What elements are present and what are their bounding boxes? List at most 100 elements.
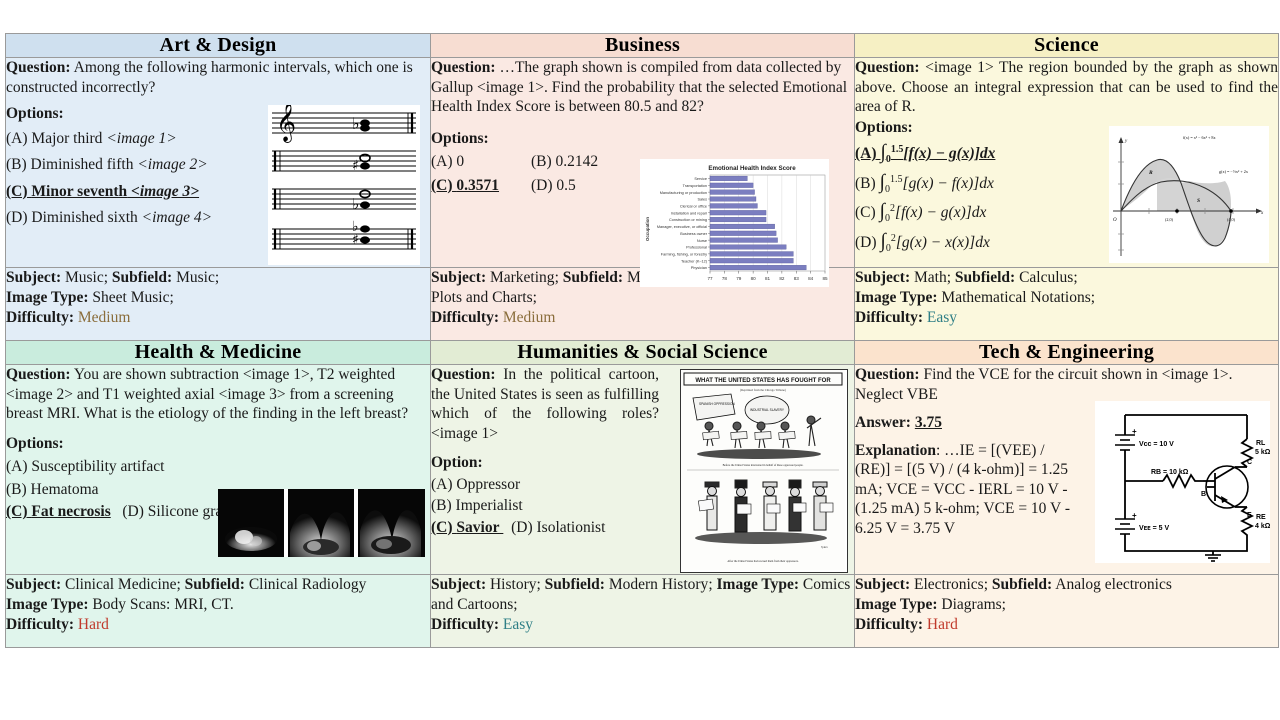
art-option-b-tag: (B) [6,156,27,174]
science-option-a: (A) ∫01.5[f(x) − g(x)]dx [855,141,996,166]
subject-label: Subject: [6,269,62,286]
science-option-c: (C) ∫02[f(x) − g(x)]dx [855,200,987,225]
chart-category-label: Physician [691,266,707,270]
cartoon-caption-top: Before the United States intervened in b… [723,464,804,467]
question-cell-science: Question: <image 1> The region bounded b… [854,57,1279,268]
science-options-label: Options: [855,118,913,136]
question-label: Question: [855,366,920,383]
subject-label: Subject: [855,269,911,286]
business-option-c-tag: (C) [431,176,453,194]
business-options-grid-2: (C) 0.3571 (D) 0.5 [431,176,631,196]
subfield-label: Subfield: [562,269,624,286]
category-header-health-medicine: Health & Medicine [5,340,431,365]
chart-category-label: Transportation [683,184,707,188]
tech-explanation: Explanation: …IE = [(VEE) / (RE)] = [(5 … [855,441,1077,539]
science-graph-origin-label: O [1113,218,1117,223]
metadata-row-bottom: Subject: Clinical Medicine; Subfield: Cl… [5,574,1279,648]
business-option-a: (A) 0 [431,152,531,172]
art-subfield-value: Music [176,269,215,286]
business-options-label-wrap: Options: [431,129,854,149]
svg-text:77: 77 [707,276,713,281]
science-option-d-expr: [g(x) − x(x)]dx [895,233,990,251]
svg-text:84: 84 [808,276,814,281]
art-option-a-text: Major third [31,129,103,147]
tech-answer-label: Answer: [855,414,911,432]
business-options-grid: (A) 0 (B) 0.2142 [431,152,631,172]
business-options-label: Options: [431,129,489,147]
category-header-humanities: Humanities & Social Science [430,340,855,365]
question-cell-business: Question: …The graph shown is compiled f… [430,57,855,287]
business-option-b: (B) 0.2142 [531,152,631,172]
cartoon-caption-bottom: After the United States had rescued them… [727,560,799,563]
art-question-text: Question: Among the following harmonic i… [6,58,430,97]
image-type-label: Image Type: [716,576,800,593]
art-options-label-wrap: Options: [6,104,430,124]
science-options-label-wrap: Options: [855,118,1278,138]
science-option-a-tag: (A) [855,145,877,163]
health-option-c: (C) Fat necrosis [6,503,111,520]
business-option-a-text: 0 [456,153,465,171]
chart-bar [709,196,757,202]
art-option-d-tag: (D) [6,209,28,227]
humanities-options-label-wrap: Option: [431,454,483,472]
circuit-rl-name: RL [1256,440,1266,447]
question-label: Question: [431,59,496,76]
business-option-a-tag: (A) [431,153,453,171]
question-row-bottom: Question: You are shown subtraction <ima… [5,364,1279,575]
circuit-terminal-c: C [1247,459,1252,466]
science-question-text: Question: <image 1> The region bounded b… [855,58,1278,117]
svg-text:83: 83 [794,276,800,281]
transistor-circuit-figure: + + Vcc = 10 V Vᴇᴇ = 5 V RB = 10 kΩ RL 5… [1095,401,1270,563]
science-option-b-expr: [g(x) − f(x)]dx [902,174,994,192]
science-option-d: (D) ∫02[g(x) − x(x)]dx [855,229,990,254]
svg-text:Sykes: Sykes [821,545,828,549]
circuit-re-value: 4 kΩ [1255,523,1270,530]
metadata-cell-health-medicine: Subject: Clinical Medicine; Subfield: Cl… [5,574,431,648]
header-row-top: Art & Design Business Science [5,33,1279,58]
science-graph-point-4-0: (4,0) [1227,217,1236,223]
emotional-health-bar-chart: Emotional Health Index Score Occupation … [640,159,829,287]
metadata-cell-tech-engineering: Subject: Electronics; Subfield: Analog e… [854,574,1279,648]
subfield-label: Subfield: [544,576,605,593]
health-question-body: You are shown subtraction <image 1>, T2 … [6,366,409,423]
humanities-question-text: Question: In the political cartoon, the … [431,365,659,443]
business-option-c-text: 0.3571 [456,176,500,194]
difficulty-label: Difficulty: [6,616,75,634]
breast-mri-figure [218,489,425,557]
difficulty-label: Difficulty: [855,309,924,327]
science-option-a-lower: 0 [885,154,891,166]
humanities-option-a: (A) Oppressor [431,475,854,495]
circuit-terminal-b: B [1201,491,1206,498]
chart-bar [709,203,758,209]
art-option-b-text: Diminished fifth [30,156,134,174]
benchmark-examples-table: Art & Design Business Science Question: … [5,33,1279,648]
chart-category-label: Construction or mining [669,218,707,222]
art-option-c-tag: (C) [6,182,28,200]
chart-bar [709,175,748,181]
science-option-b: (B) ∫01.5[g(x) − f(x)]dx [855,170,994,195]
chart-bar [709,210,767,216]
chart-bar [709,258,794,264]
question-cell-health-medicine: Question: You are shown subtraction <ima… [5,364,431,575]
tech-question-body: Find the VCE for the circuit shown in <i… [855,366,1233,403]
health-options-label-wrap: Options: [6,434,430,454]
science-subfield-value: Calculus [1019,269,1074,286]
art-question-body: Among the following harmonic intervals, … [6,59,413,96]
subfield-label: Subfield: [111,269,173,286]
art-option-c-image-ref: <image 3> [131,182,200,200]
chart-ylabel: Occupation [645,217,650,241]
svg-text:82: 82 [779,276,785,281]
question-cell-tech-engineering: Question: Find the VCE for the circuit s… [854,364,1279,575]
question-label: Question: [431,366,496,383]
health-options-label: Options: [6,434,64,452]
chart-category-label: Business owner [680,232,708,236]
art-option-d-image-ref: <image 4> [141,209,213,227]
science-graph-point-2-0: (2,0) [1165,217,1174,223]
category-header-art-design: Art & Design [5,33,431,58]
cartoon-placard-spanish: SPANISH OPPRESSION [699,402,735,406]
chart-bar [709,223,775,229]
svg-text:79: 79 [736,276,742,281]
svg-text:81: 81 [765,276,771,281]
humanities-subfield-value: Modern History [608,576,709,593]
chart-bar [709,237,778,243]
